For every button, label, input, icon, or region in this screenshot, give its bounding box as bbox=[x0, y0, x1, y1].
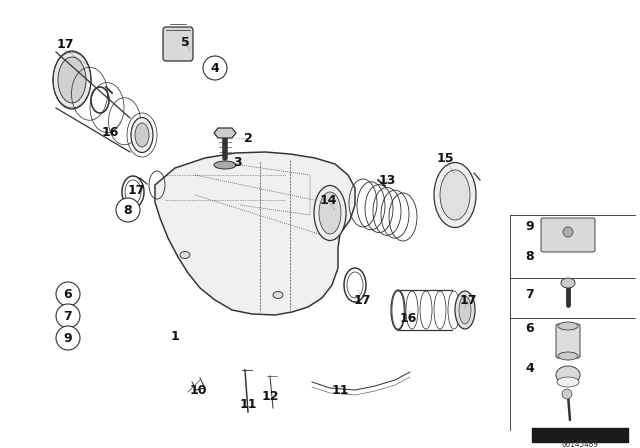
Polygon shape bbox=[155, 152, 355, 315]
Polygon shape bbox=[214, 128, 236, 138]
Text: 11: 11 bbox=[239, 399, 257, 412]
Text: 10: 10 bbox=[189, 383, 207, 396]
Ellipse shape bbox=[314, 185, 346, 241]
Text: 2: 2 bbox=[244, 132, 252, 145]
Circle shape bbox=[563, 227, 573, 237]
Text: 17: 17 bbox=[127, 184, 145, 197]
Ellipse shape bbox=[53, 51, 91, 109]
Ellipse shape bbox=[122, 176, 144, 208]
Ellipse shape bbox=[558, 322, 578, 330]
Text: 6: 6 bbox=[525, 322, 534, 335]
Ellipse shape bbox=[556, 366, 580, 384]
Text: 17: 17 bbox=[353, 293, 371, 306]
Ellipse shape bbox=[180, 251, 190, 258]
Text: 9: 9 bbox=[525, 220, 534, 233]
Text: 16: 16 bbox=[399, 311, 417, 324]
Ellipse shape bbox=[273, 292, 283, 298]
Ellipse shape bbox=[558, 352, 578, 360]
Circle shape bbox=[56, 326, 80, 350]
Text: 8: 8 bbox=[124, 203, 132, 216]
Text: 15: 15 bbox=[436, 151, 454, 164]
Text: 4: 4 bbox=[525, 362, 534, 375]
Circle shape bbox=[56, 304, 80, 328]
Text: 11: 11 bbox=[332, 383, 349, 396]
Ellipse shape bbox=[434, 163, 476, 228]
Text: 3: 3 bbox=[233, 156, 241, 169]
Circle shape bbox=[116, 198, 140, 222]
Ellipse shape bbox=[344, 268, 366, 302]
Text: 4: 4 bbox=[211, 61, 220, 74]
Polygon shape bbox=[532, 428, 628, 442]
Text: 8: 8 bbox=[525, 250, 534, 263]
Ellipse shape bbox=[319, 192, 341, 234]
FancyBboxPatch shape bbox=[556, 324, 580, 358]
Text: 6: 6 bbox=[64, 288, 72, 301]
Text: 17: 17 bbox=[56, 39, 74, 52]
Ellipse shape bbox=[557, 377, 579, 387]
Ellipse shape bbox=[131, 117, 153, 152]
Ellipse shape bbox=[459, 296, 471, 324]
Text: 9: 9 bbox=[64, 332, 72, 345]
Text: 14: 14 bbox=[319, 194, 337, 207]
Circle shape bbox=[562, 389, 572, 399]
Ellipse shape bbox=[440, 170, 470, 220]
Text: 00145489: 00145489 bbox=[561, 440, 598, 448]
Text: 1: 1 bbox=[171, 331, 179, 344]
Text: 16: 16 bbox=[101, 125, 118, 138]
Circle shape bbox=[203, 56, 227, 80]
Text: 5: 5 bbox=[180, 35, 189, 48]
Text: 12: 12 bbox=[261, 389, 279, 402]
Ellipse shape bbox=[58, 57, 86, 103]
Ellipse shape bbox=[455, 291, 475, 329]
Text: 17: 17 bbox=[460, 293, 477, 306]
Text: 13: 13 bbox=[378, 173, 396, 186]
Text: 7: 7 bbox=[63, 310, 72, 323]
FancyBboxPatch shape bbox=[163, 27, 193, 61]
Ellipse shape bbox=[214, 161, 236, 169]
FancyBboxPatch shape bbox=[541, 218, 595, 252]
Circle shape bbox=[56, 282, 80, 306]
Text: 7: 7 bbox=[525, 288, 534, 301]
Ellipse shape bbox=[561, 278, 575, 288]
Ellipse shape bbox=[135, 123, 149, 147]
